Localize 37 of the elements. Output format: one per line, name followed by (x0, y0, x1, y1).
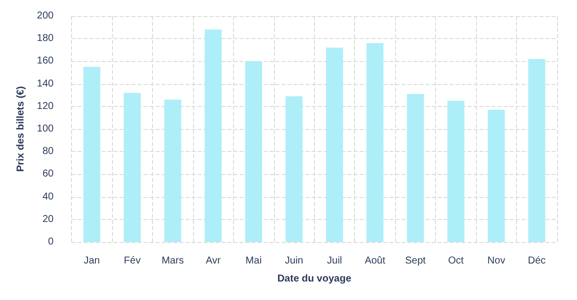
y-tick-label: 180 (36, 33, 54, 44)
bar (204, 30, 222, 242)
bar (447, 100, 464, 242)
x-axis-title: Date du voyage (277, 274, 352, 284)
y-tick-label: 120 (36, 100, 54, 112)
bar (326, 48, 344, 242)
x-tick-label: Nov (487, 256, 506, 266)
y-axis-title: Prix des billets (€) (16, 86, 26, 172)
x-tick-label: Déc (528, 256, 546, 266)
x-tick-label: Août (364, 256, 386, 266)
bar (83, 66, 100, 242)
bar (406, 94, 424, 242)
bar (124, 92, 141, 242)
y-tick-label: 80 (42, 146, 54, 158)
y-tick-label: 140 (36, 78, 54, 90)
x-tick-label: Mars (162, 256, 184, 266)
x-tick-label: Mai (246, 256, 262, 266)
bar (245, 61, 262, 242)
y-tick-label: 100 (36, 124, 54, 134)
x-tick-label: Juil (327, 256, 342, 266)
y-tick-label: 20 (42, 214, 54, 225)
x-tick-label: Sept (405, 256, 426, 266)
x-tick-label: Juin (284, 256, 304, 266)
x-tick-label: Fév (124, 256, 141, 266)
bar (366, 43, 384, 242)
bar (528, 58, 546, 242)
x-tick-label: Oct (448, 256, 464, 266)
y-tick-label: 160 (36, 56, 54, 67)
bar (286, 96, 303, 242)
y-tick-label: 40 (42, 191, 54, 202)
y-tick-label: 60 (42, 168, 54, 180)
y-tick-label: 0 (48, 236, 54, 248)
bar (164, 100, 182, 242)
x-tick-label: Jan (84, 256, 100, 266)
y-tick-label: 200 (36, 10, 54, 22)
bar (488, 110, 505, 242)
x-tick-label: Avr (206, 256, 222, 266)
